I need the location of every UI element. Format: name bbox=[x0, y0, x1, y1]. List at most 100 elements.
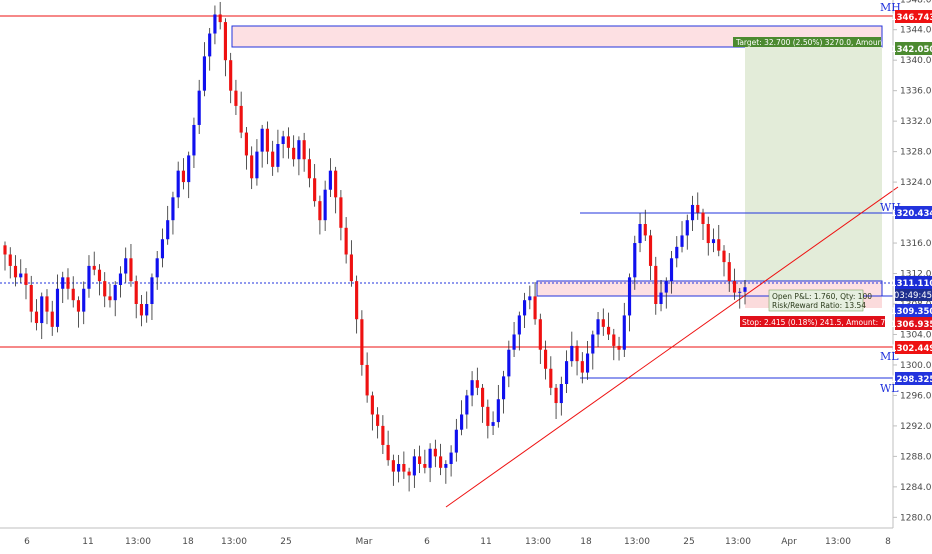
last-price-tag-top bbox=[895, 276, 932, 289]
ml-price-text: 1302.449 bbox=[891, 344, 932, 354]
candle-down bbox=[307, 159, 311, 179]
candle-down bbox=[349, 254, 353, 282]
candle-up bbox=[523, 300, 527, 316]
mh-price-tag[interactable]: 1346.743 bbox=[891, 10, 932, 23]
stop-price-tag[interactable]: 1306.935 bbox=[891, 317, 932, 330]
price-tick-label: 1348.000 bbox=[900, 0, 932, 5]
candle-up bbox=[502, 376, 506, 400]
candle-down bbox=[265, 128, 269, 152]
ml-price-tag[interactable]: 1302.449 bbox=[891, 341, 932, 354]
candle-down bbox=[617, 345, 621, 350]
candle-down bbox=[45, 296, 49, 312]
candle-down bbox=[103, 281, 107, 297]
wl-price-tag[interactable]: 1298.325 bbox=[891, 372, 932, 385]
open-pl-group: Open P&L: 1.760, Qty: 100 Risk/Reward Ra… bbox=[768, 289, 872, 312]
candle-up bbox=[166, 220, 170, 240]
price-tick-label: 1284.000 bbox=[900, 483, 932, 493]
candle-down bbox=[223, 22, 227, 61]
stop-label-group: Stop: 2.415 (0.18%) 241.5, Amount: 751.2… bbox=[740, 316, 907, 327]
candle-down bbox=[234, 90, 238, 106]
candle-down bbox=[318, 201, 322, 221]
candle-down bbox=[134, 281, 138, 304]
candle-down bbox=[181, 170, 186, 183]
entry-price-tag[interactable]: 1309.350 bbox=[891, 304, 932, 317]
candle-up bbox=[627, 277, 632, 316]
time-tick-label: 6 bbox=[24, 537, 30, 547]
mh-price-text: 1346.743 bbox=[891, 13, 932, 23]
candle-up bbox=[118, 273, 123, 285]
candle-up bbox=[638, 224, 642, 244]
time-tick-label: 6 bbox=[424, 537, 430, 547]
wh-price-text: 1320.434 bbox=[891, 209, 932, 219]
candle-up bbox=[449, 452, 453, 464]
wl-price-text: 1298.325 bbox=[891, 375, 932, 385]
price-tick-label: 1288.000 bbox=[900, 452, 932, 462]
candle-up bbox=[675, 246, 679, 259]
last-price-tag[interactable]: 1311.110 03:49:45 bbox=[891, 276, 932, 301]
mh-resistance-zone bbox=[231, 25, 883, 48]
price-tick-label: 1316.000 bbox=[900, 239, 932, 249]
candle-down bbox=[302, 140, 306, 160]
candle-down bbox=[244, 132, 248, 156]
candle-down bbox=[292, 147, 296, 160]
time-tick-label: Apr bbox=[781, 537, 797, 547]
price-tick-label: 1328.000 bbox=[900, 148, 932, 158]
candle-down bbox=[24, 273, 28, 285]
candle-down bbox=[418, 456, 422, 464]
wh-price-tag[interactable]: 1320.434 bbox=[891, 206, 932, 219]
candle-up bbox=[559, 384, 563, 404]
candle-up bbox=[202, 56, 207, 91]
ml-price-tag-bg bbox=[895, 341, 932, 354]
candle-down bbox=[66, 277, 70, 289]
candle-up bbox=[743, 287, 747, 292]
candle-up bbox=[570, 345, 574, 362]
time-tick-label: 18 bbox=[580, 537, 592, 547]
time-tick-label: 11 bbox=[82, 537, 93, 547]
candle-up bbox=[622, 315, 626, 350]
candle-down bbox=[34, 311, 39, 324]
candle-up bbox=[444, 464, 448, 468]
candle-up bbox=[738, 291, 742, 293]
ml-tag: ML bbox=[880, 350, 899, 363]
candle-down bbox=[360, 319, 364, 365]
candle-up bbox=[82, 288, 86, 312]
time-axis-ticks: 6 11 13:00 18 13:00 25 Mar 6 11 13:00 18 13:00 25 13:… bbox=[24, 537, 891, 547]
candle-up bbox=[680, 235, 684, 247]
target-profit-zone bbox=[745, 47, 882, 284]
candle-down bbox=[475, 380, 479, 388]
candle-down bbox=[92, 265, 96, 270]
candle-up bbox=[187, 155, 191, 183]
time-tick-label: 18 bbox=[182, 537, 194, 547]
target-price-tag[interactable]: 1342.050 bbox=[891, 42, 932, 55]
time-tick-label: 25 bbox=[683, 537, 694, 547]
candle-up bbox=[255, 151, 259, 179]
candle-down bbox=[8, 254, 12, 266]
candle-down bbox=[71, 288, 75, 301]
candle-up bbox=[591, 334, 595, 354]
candle-down bbox=[355, 281, 359, 320]
candle-down bbox=[29, 284, 33, 312]
candle-down bbox=[344, 227, 348, 255]
candle-down bbox=[139, 304, 144, 316]
candle-down bbox=[386, 444, 390, 461]
candle-up bbox=[281, 136, 285, 144]
candle-timer-text: 03:49:45 bbox=[894, 291, 932, 301]
candle-down bbox=[339, 197, 343, 228]
candle-down bbox=[129, 258, 133, 282]
candle-up bbox=[171, 197, 175, 221]
candle-down bbox=[402, 464, 406, 472]
open-pl-box bbox=[768, 289, 864, 312]
open-pl-label: Open P&L: 1.760, Qty: 100 bbox=[772, 292, 872, 301]
candle-down bbox=[575, 345, 579, 362]
candle-down bbox=[108, 296, 112, 301]
time-tick-label: 25 bbox=[280, 537, 291, 547]
target-label-box bbox=[733, 37, 881, 47]
candle-up bbox=[664, 281, 668, 293]
candle-up bbox=[197, 90, 201, 125]
candle-down bbox=[648, 235, 653, 266]
candle-up bbox=[208, 33, 212, 57]
candle-up bbox=[397, 464, 401, 472]
target-price-tag-bg bbox=[895, 42, 932, 55]
candle-up bbox=[517, 315, 521, 335]
